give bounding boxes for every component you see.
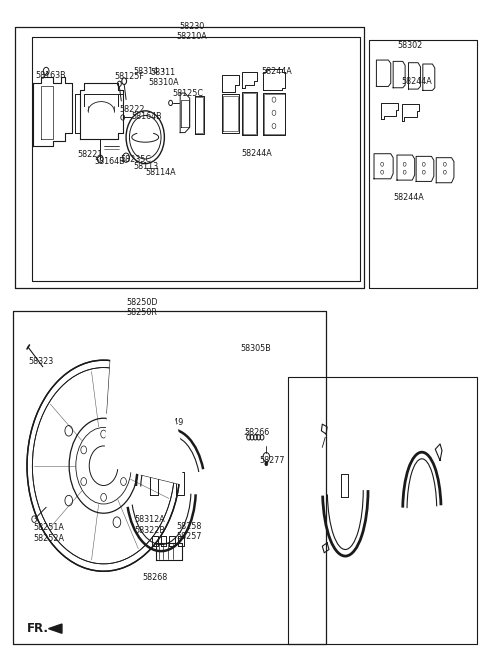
Circle shape	[265, 462, 268, 466]
Text: 58222: 58222	[120, 105, 145, 114]
Wedge shape	[104, 358, 182, 485]
Text: 58311
58310A: 58311 58310A	[148, 68, 179, 87]
Text: 58244A: 58244A	[393, 193, 424, 202]
Text: 58266: 58266	[245, 428, 270, 437]
Text: 58251A
58252A: 58251A 58252A	[33, 523, 64, 543]
Text: 58230
58210A: 58230 58210A	[177, 22, 207, 41]
Text: 58277: 58277	[259, 456, 285, 465]
Text: 58235C: 58235C	[120, 155, 151, 165]
Text: 58244A: 58244A	[262, 67, 292, 76]
Text: 58323: 58323	[28, 357, 54, 366]
Text: 58125C: 58125C	[172, 89, 203, 98]
Text: FR.: FR.	[27, 622, 49, 635]
Text: 58250D
58250R: 58250D 58250R	[126, 297, 157, 317]
Text: 58305B: 58305B	[240, 344, 271, 353]
Text: 58164B: 58164B	[94, 157, 125, 166]
Text: 58114A: 58114A	[145, 169, 176, 177]
Text: 58244A: 58244A	[402, 77, 432, 87]
Text: 58302: 58302	[397, 41, 422, 50]
Text: 58125F: 58125F	[115, 72, 144, 81]
Text: 58312A
58322B: 58312A 58322B	[135, 515, 166, 535]
Text: 58113: 58113	[134, 162, 159, 171]
Text: 58164B: 58164B	[131, 112, 161, 121]
Text: 58258
58257: 58258 58257	[177, 522, 203, 541]
Polygon shape	[48, 624, 62, 633]
Text: 58244A: 58244A	[241, 149, 272, 158]
Text: 58314: 58314	[134, 67, 159, 76]
Text: 25649: 25649	[158, 418, 184, 426]
Text: 58163B: 58163B	[35, 71, 66, 80]
Text: 58221: 58221	[77, 150, 103, 159]
Text: 58268: 58268	[142, 573, 167, 582]
